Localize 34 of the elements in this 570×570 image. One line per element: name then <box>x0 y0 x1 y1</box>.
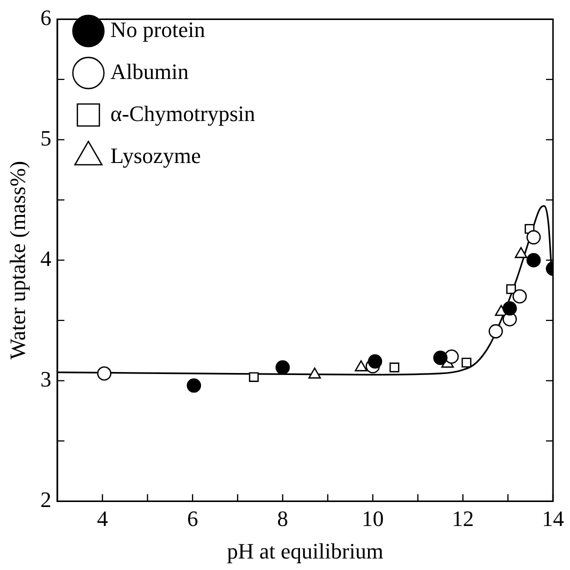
y-tick-label: 2 <box>40 486 52 512</box>
point <box>368 354 382 369</box>
point <box>354 360 368 372</box>
point <box>514 247 528 258</box>
point <box>512 289 527 304</box>
x-tick-label: 6 <box>187 506 198 532</box>
legend-label: Lysozyme <box>110 142 201 168</box>
x-tick-label: 8 <box>277 506 288 532</box>
point <box>186 378 202 393</box>
legend-label: α-Chymotrypsin <box>110 100 256 126</box>
point <box>526 253 541 268</box>
y-tick-label: 3 <box>40 366 52 392</box>
point <box>433 350 448 365</box>
point <box>390 362 400 372</box>
x-tick-label: 12 <box>452 506 474 532</box>
point <box>276 360 290 375</box>
point <box>308 368 321 379</box>
x-axis-title: pH at equilibrium <box>226 538 384 564</box>
point <box>488 324 503 338</box>
point <box>502 301 517 316</box>
point <box>97 366 112 381</box>
y-axis-title: Water uptake (mass%) <box>4 160 30 360</box>
point <box>248 372 259 382</box>
legend-label: No protein <box>110 16 206 42</box>
point <box>462 358 472 368</box>
legend-label: Albumin <box>110 58 189 84</box>
x-tick-label: 4 <box>96 506 108 532</box>
point <box>506 284 516 294</box>
x-tick-label: 14 <box>542 506 564 532</box>
x-tick-label: 10 <box>362 506 384 532</box>
point <box>526 230 541 244</box>
y-tick-label: 6 <box>40 4 52 30</box>
y-tick-label: 4 <box>40 246 52 271</box>
y-tick-label: 5 <box>40 125 52 150</box>
